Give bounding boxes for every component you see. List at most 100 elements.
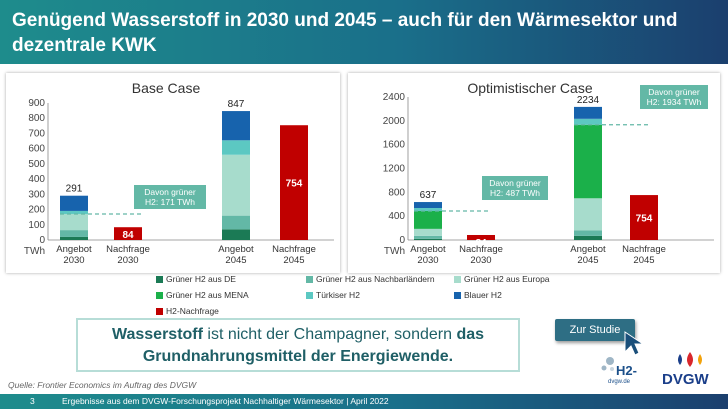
legend-label: Grüner H2 aus Europa xyxy=(464,274,550,284)
legend-item: Blauer H2 xyxy=(454,290,502,300)
bar-segment xyxy=(60,195,88,211)
bar-segment xyxy=(60,236,88,240)
legend-item: Türkiser H2 xyxy=(306,290,360,300)
legend-item: Grüner H2 aus DE xyxy=(156,274,236,284)
bar-segment xyxy=(114,227,142,240)
chart-title: Optimistischer Case xyxy=(467,80,592,96)
y-tick-label: 400 xyxy=(388,211,405,222)
bar-segment xyxy=(60,213,88,231)
total-label: 84 xyxy=(475,238,487,249)
total-label: 754 xyxy=(286,179,303,190)
legend-item: Grüner H2 aus MENA xyxy=(156,290,249,300)
annotation-line-1: Davon grüner xyxy=(489,178,541,188)
y-tick-label: 200 xyxy=(28,205,45,216)
bar-segment xyxy=(414,238,442,240)
annotation-line-1: Davon grüner xyxy=(144,187,196,197)
title-bar: Genügend Wasserstoff in 2030 und 2045 – … xyxy=(0,0,728,64)
legend-swatch xyxy=(306,276,313,283)
quote-bold-2: das xyxy=(456,326,485,343)
bar-segment xyxy=(222,215,250,230)
category-label: Angebot xyxy=(56,244,92,255)
source-note: Quelle: Frontier Economics im Auftrag de… xyxy=(8,380,197,390)
total-label: 637 xyxy=(420,190,437,201)
quote-rest-1: ist nicht der Champagner, sondern xyxy=(202,326,457,343)
svg-text:dvgw.de: dvgw.de xyxy=(608,379,631,385)
legend-label: Grüner H2 aus MENA xyxy=(166,290,249,300)
total-label: 291 xyxy=(66,184,83,195)
svg-text:DVGW: DVGW xyxy=(662,371,710,388)
category-label: 2045 xyxy=(283,255,304,266)
quote-bold-1: Wasserstoff xyxy=(111,326,203,343)
category-label: 2030 xyxy=(417,255,438,266)
cursor-arrow-icon xyxy=(624,331,645,356)
y-tick-label: 500 xyxy=(28,159,45,170)
category-label: Nachfrage xyxy=(459,244,503,255)
bar-segment xyxy=(414,210,442,229)
y-tick-label: 2400 xyxy=(383,92,406,103)
unit-label: TWh xyxy=(384,246,405,257)
category-label: 2030 xyxy=(470,255,491,266)
category-label: 2045 xyxy=(225,255,246,266)
annotation-line-1: Davon grüner xyxy=(648,87,700,97)
chart-optimistic-case: Optimistischer Case 0 400 800 1200 1600 2000 24… xyxy=(383,80,714,266)
category-label: Nachfrage xyxy=(106,244,150,255)
y-tick-label: 300 xyxy=(28,189,45,200)
annotation-box xyxy=(482,176,548,200)
bar-segment xyxy=(574,198,602,231)
slide-title: Genügend Wasserstoff in 2030 und 2045 – … xyxy=(12,10,678,56)
bar-segment xyxy=(222,154,250,216)
annotation-box xyxy=(640,85,708,109)
bar-segment xyxy=(280,125,308,240)
y-tick-label: 100 xyxy=(28,220,45,231)
y-tick-label: 900 xyxy=(28,98,45,109)
annotation-box xyxy=(134,185,206,209)
legend-label: Türkiser H2 xyxy=(316,290,360,300)
y-tick-label: 700 xyxy=(28,128,45,139)
bar-segment xyxy=(414,235,442,239)
unit-label: TWh xyxy=(24,246,45,257)
bar-segment xyxy=(574,124,602,199)
category-label: 2045 xyxy=(633,255,654,266)
legend-swatch xyxy=(454,292,461,299)
chart-panel-base-case: Base Case 0 100 200 300 400 500 600 700 800 900 TWh… xyxy=(6,73,340,273)
svg-text:H2-: H2- xyxy=(616,363,637,378)
quote-box: Wasserstoff ist nicht der Champagner, so… xyxy=(76,318,520,372)
y-tick-label: 2000 xyxy=(383,116,406,127)
quote-line-1: Wasserstoff ist nicht der Champagner, so… xyxy=(78,324,518,346)
bar-segment xyxy=(574,106,602,119)
dvgw-logo: DVGW xyxy=(662,352,710,388)
y-tick-label: 400 xyxy=(28,174,45,185)
total-label: 847 xyxy=(228,99,245,110)
category-label: 2030 xyxy=(63,255,84,266)
bar-segment xyxy=(574,235,602,240)
category-label: 2045 xyxy=(577,255,598,266)
footer-text: Ergebnisse aus dem DVGW-Forschungsprojek… xyxy=(62,396,389,406)
bar-segment xyxy=(574,230,602,236)
bar-segment xyxy=(414,228,442,236)
legend-label: Grüner H2 aus DE xyxy=(166,274,236,284)
legend-swatch xyxy=(156,292,163,299)
legend-label: H2-Nachfrage xyxy=(166,306,219,316)
chart-legend: Grüner H2 aus DE Grüner H2 aus Nachbarlän… xyxy=(156,274,556,322)
legend-item: Grüner H2 aus Nachbarländern xyxy=(306,274,435,284)
category-label: Nachfrage xyxy=(622,244,666,255)
annotation-line-2: H2: 1934 TWh xyxy=(647,97,702,107)
quote-line-2: Grundnahrungsmittel der Energiewende. xyxy=(78,346,518,368)
chart-title: Base Case xyxy=(132,80,201,96)
bar-segment xyxy=(222,140,250,155)
quote-bold-3: Grundnahrungsmittel der Energiewende. xyxy=(142,348,454,365)
y-tick-label: 600 xyxy=(28,144,45,155)
total-label: 84 xyxy=(122,230,134,241)
study-button[interactable]: Zur Studie xyxy=(555,319,635,341)
chart-panel-optimistic-case: Optimistischer Case 0 400 800 1200 1600 2000 24… xyxy=(348,73,720,273)
bar-segment xyxy=(414,202,442,209)
bar-segment xyxy=(630,195,658,240)
bar-segment xyxy=(60,230,88,237)
annotation-line-2: H2: 487 TWh xyxy=(490,188,540,198)
bar-segment xyxy=(222,111,250,141)
bar-segment xyxy=(222,229,250,240)
y-tick-label: 0 xyxy=(399,235,405,246)
page-number: 3 xyxy=(30,396,35,406)
bar-segment xyxy=(467,234,495,240)
